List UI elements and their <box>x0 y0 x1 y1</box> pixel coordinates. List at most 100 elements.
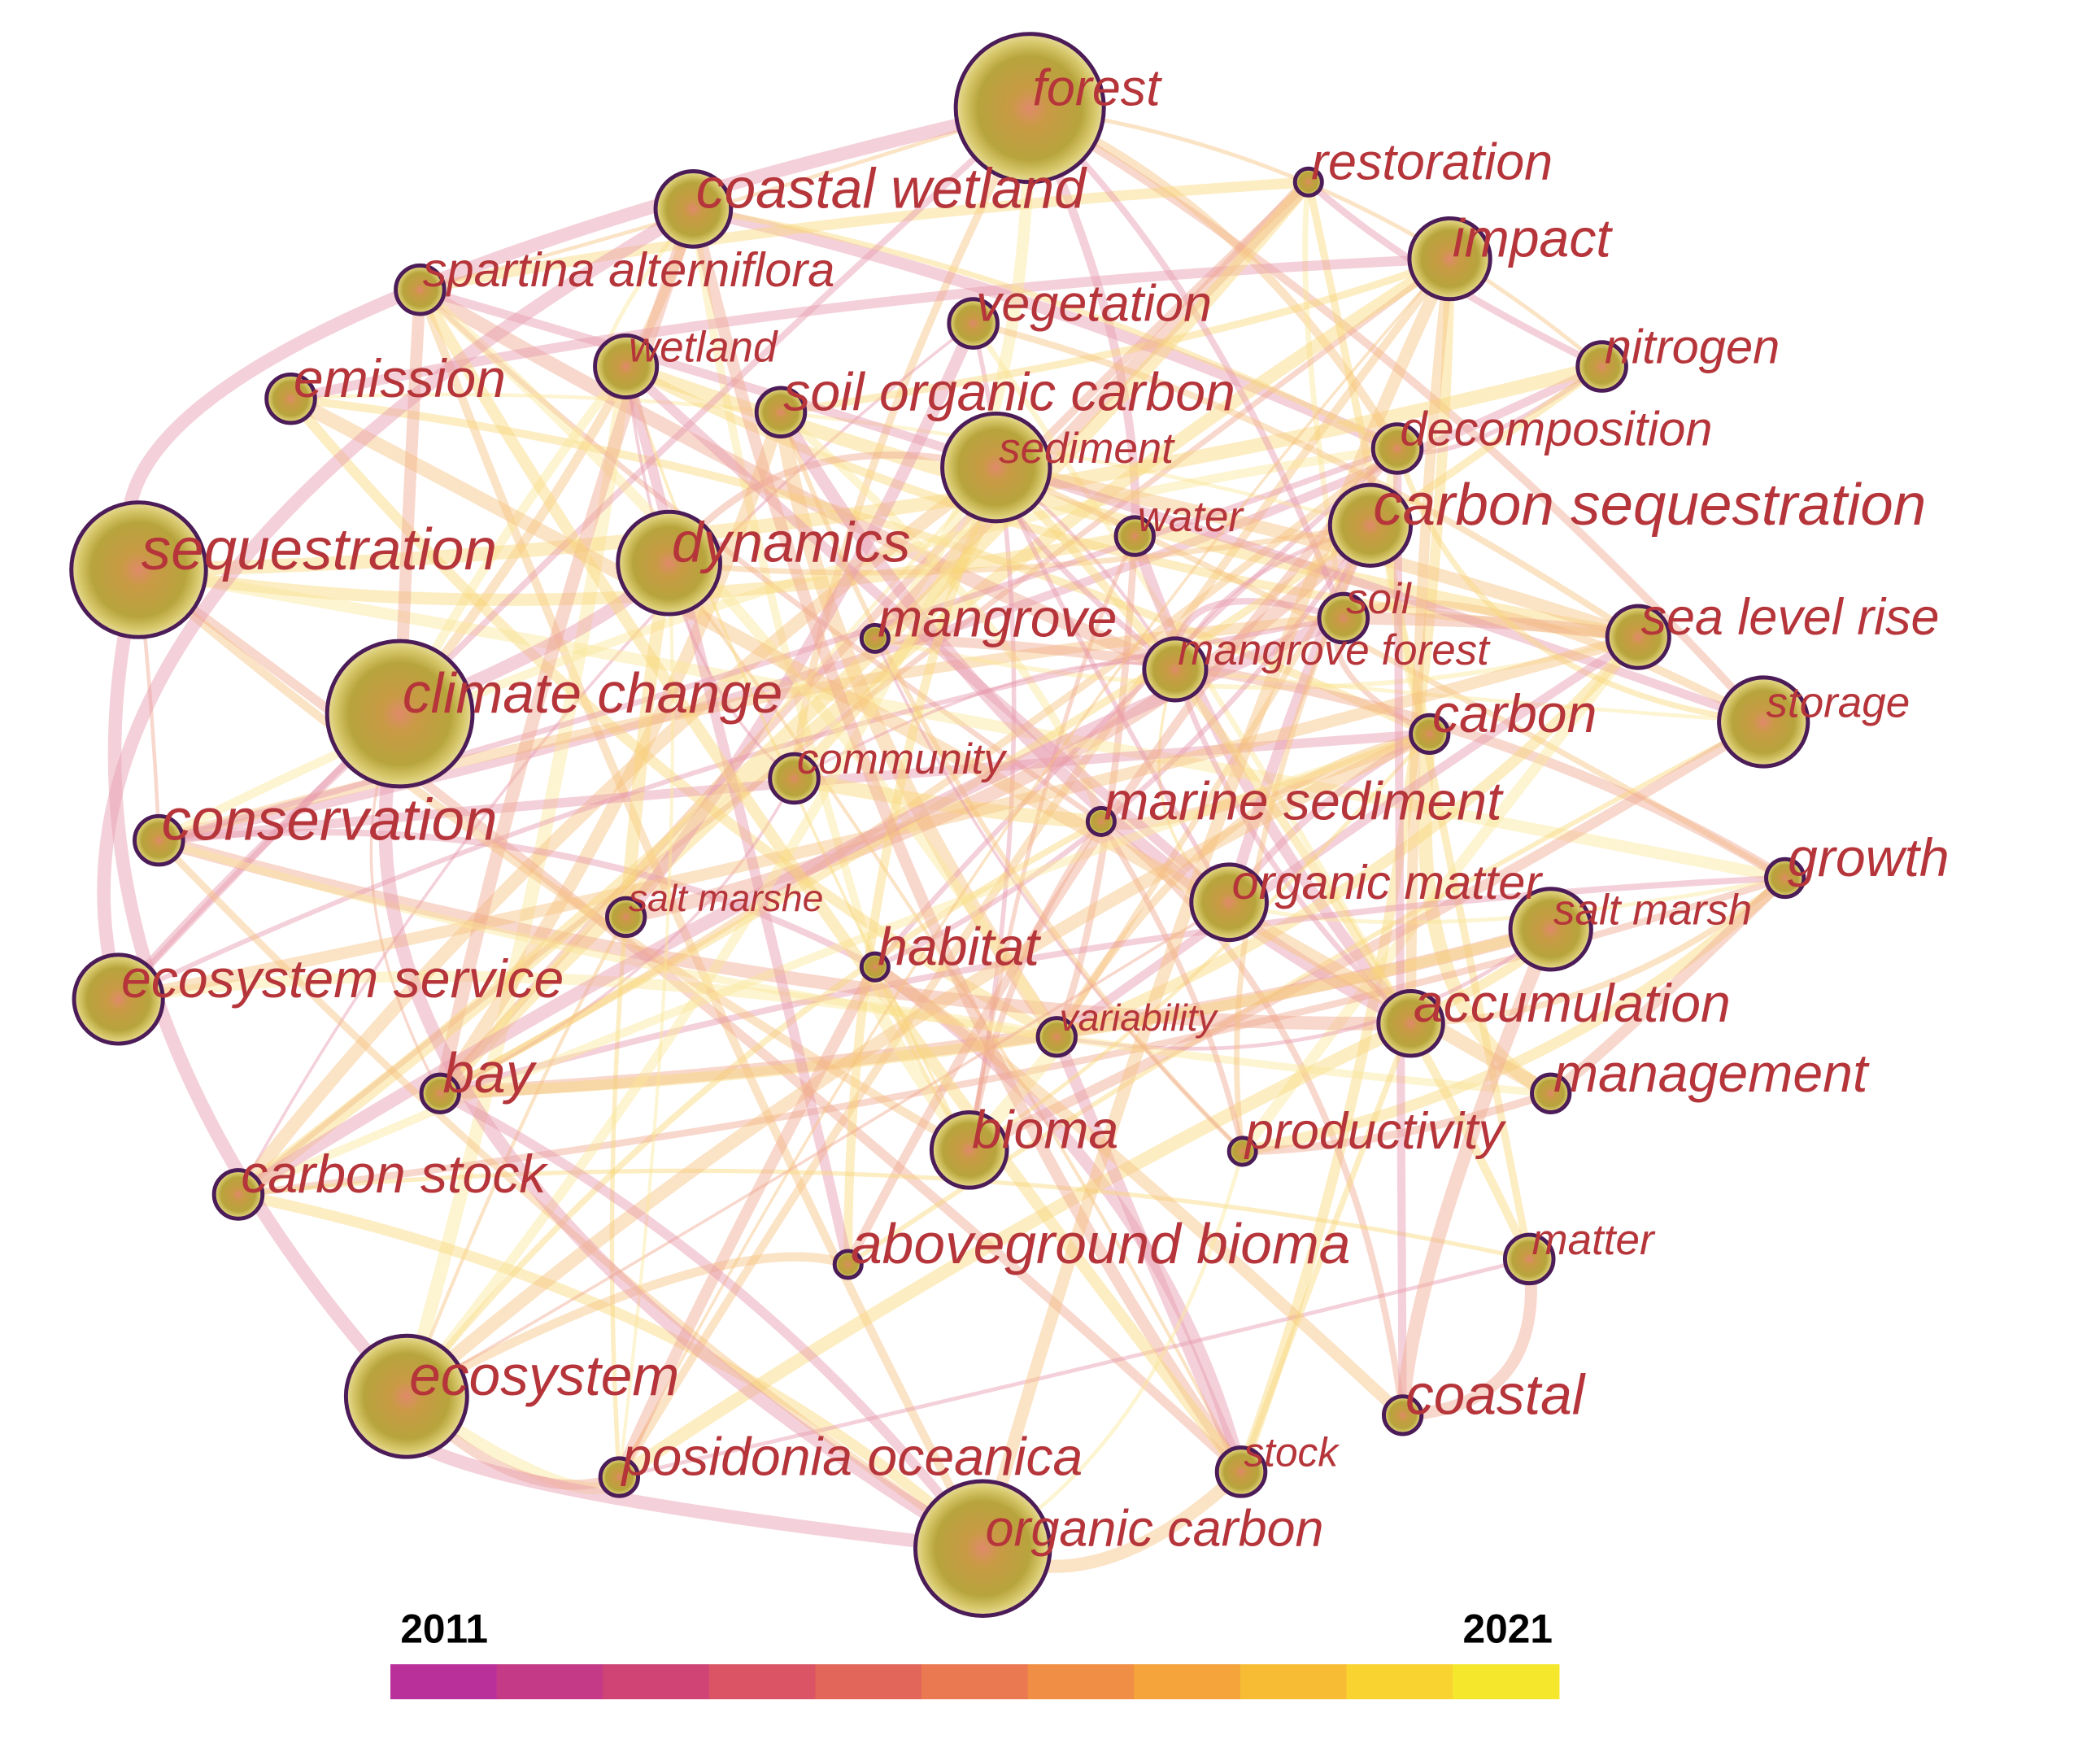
node-label: organic carbon <box>986 1500 1324 1557</box>
legend-end: 2021 <box>1463 1606 1553 1651</box>
node-label: coastal <box>1405 1362 1586 1426</box>
edge <box>1129 534 1415 1027</box>
node <box>1764 857 1806 900</box>
edge <box>1383 447 1436 736</box>
node <box>929 1109 1009 1190</box>
node <box>1530 1072 1572 1114</box>
edge <box>236 730 1431 1199</box>
edge <box>404 916 628 1397</box>
node <box>1370 422 1424 475</box>
node-label: carbon stock <box>241 1144 548 1205</box>
edge <box>968 732 1431 1152</box>
node-label: stock <box>1244 1430 1340 1476</box>
edge <box>687 207 1246 1476</box>
node-label: wetland <box>629 324 778 372</box>
edge <box>966 717 1767 1155</box>
node-label: nitrogen <box>1605 319 1780 373</box>
edge <box>1099 818 1406 1416</box>
edge <box>1054 633 1643 1043</box>
node <box>1085 805 1117 837</box>
edge <box>290 394 1431 738</box>
edge <box>233 177 1314 1201</box>
edge <box>793 661 1176 780</box>
edge <box>624 362 1639 642</box>
edge <box>136 565 1244 1476</box>
edge <box>117 970 1058 1043</box>
edge <box>378 712 987 1554</box>
edge <box>1392 448 1407 1415</box>
edge <box>843 465 1000 1265</box>
node <box>419 1072 461 1114</box>
node-label: water <box>1138 493 1245 541</box>
edge <box>237 322 974 1196</box>
node-label: storage <box>1767 679 1910 727</box>
edge <box>995 460 1640 643</box>
edge <box>287 392 1555 1100</box>
edge <box>624 365 971 1151</box>
nodes: forest coastal wetland restoration impact sp… <box>69 32 1950 1618</box>
edge <box>405 900 1231 1398</box>
node-label: community <box>797 735 1009 783</box>
edge <box>972 320 1640 640</box>
node <box>1407 216 1492 302</box>
legend-start: 2011 <box>400 1606 488 1651</box>
edge <box>778 409 1105 823</box>
edge <box>1405 258 1455 1024</box>
edge <box>158 729 1431 845</box>
edge <box>158 446 1399 843</box>
edge <box>609 917 629 1478</box>
node <box>264 372 317 425</box>
edge <box>396 207 698 717</box>
node <box>859 622 891 654</box>
edge <box>1054 633 1641 1041</box>
edge <box>403 465 1001 1400</box>
node-label: sequestration <box>142 517 497 582</box>
edge <box>1341 599 1766 726</box>
node <box>1508 887 1593 972</box>
edge <box>1238 1022 1414 1473</box>
edge <box>1228 876 1786 925</box>
edge <box>692 206 1399 451</box>
edge <box>439 923 1553 1100</box>
edge <box>871 961 1407 1420</box>
node <box>394 263 447 316</box>
edge <box>1029 106 1604 368</box>
node <box>593 333 660 400</box>
node <box>1381 1394 1424 1436</box>
edge <box>874 638 1244 1153</box>
legend-swatch <box>815 1664 922 1700</box>
edge <box>416 283 1179 677</box>
node <box>1575 340 1628 393</box>
edge <box>615 1017 1414 1483</box>
edge <box>773 411 1063 1041</box>
edge <box>613 964 881 1480</box>
edge <box>97 203 697 1001</box>
edge <box>775 408 1414 1030</box>
node <box>768 752 821 805</box>
edge <box>1056 927 1553 1051</box>
node <box>1502 1232 1556 1286</box>
edge <box>967 534 1137 1151</box>
node-label: spartina alterniflora <box>423 242 835 297</box>
edge <box>404 1252 850 1401</box>
node <box>1717 675 1810 769</box>
edge <box>689 208 879 969</box>
edge <box>871 961 1248 1474</box>
node <box>616 509 722 617</box>
edge <box>156 444 1398 844</box>
node-label: climate change <box>403 661 782 725</box>
edge <box>874 634 1640 690</box>
edge <box>622 363 1233 906</box>
edge <box>965 819 1104 1151</box>
node-label: decomposition <box>1400 401 1712 456</box>
node <box>947 297 1000 350</box>
edge <box>137 564 1787 884</box>
legend-swatch <box>1134 1664 1241 1700</box>
node-label: management <box>1553 1044 1870 1104</box>
edge <box>399 365 633 1398</box>
node <box>653 169 734 249</box>
edge <box>402 727 1433 1401</box>
node <box>913 1479 1052 1618</box>
node-label: emission <box>294 349 506 409</box>
node-label: restoration <box>1311 134 1553 191</box>
